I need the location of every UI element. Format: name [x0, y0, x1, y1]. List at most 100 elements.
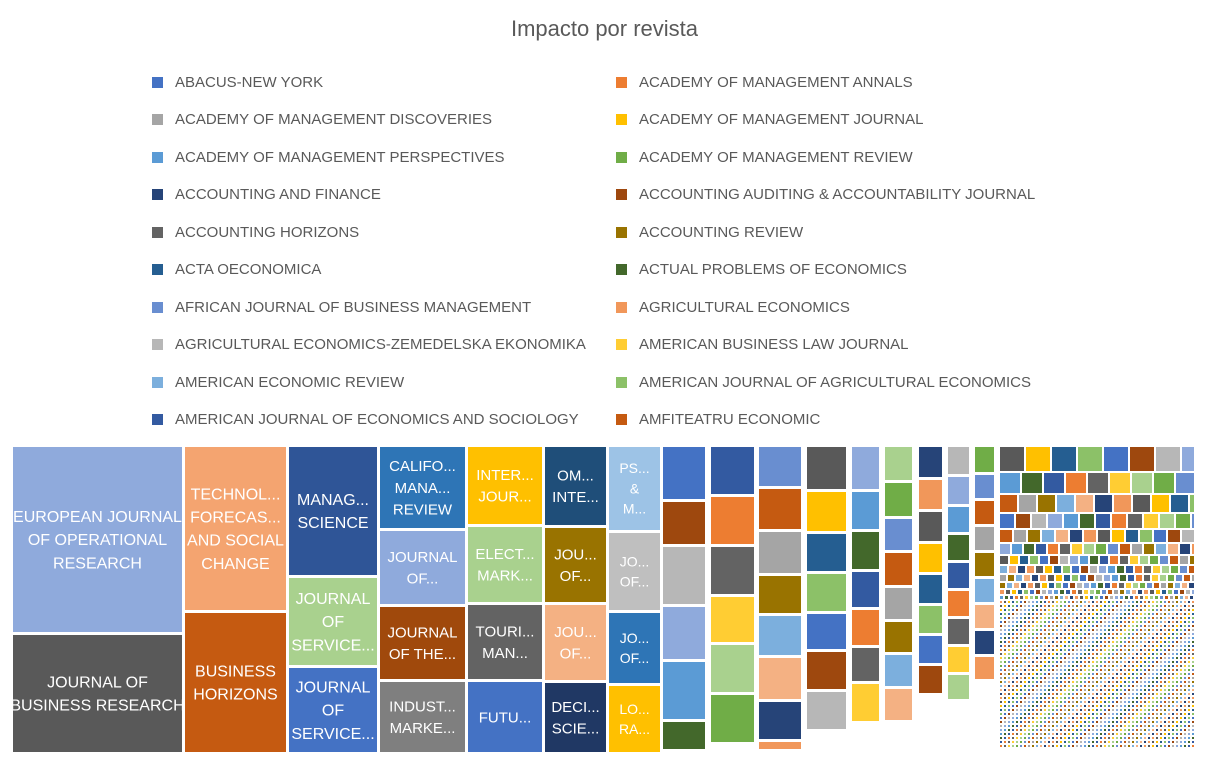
- treemap-tile-small: [1144, 717, 1146, 719]
- treemap-tile-small: [1008, 617, 1010, 619]
- treemap-tile-small: [1032, 641, 1034, 643]
- treemap-tile-small: [1052, 601, 1054, 603]
- treemap-tile-small: [1000, 495, 1017, 512]
- treemap-tile-small: [1120, 657, 1122, 659]
- treemap-tile-small: [1092, 713, 1094, 715]
- treemap-tile-small: [1049, 583, 1054, 588]
- treemap-tile-small: [1128, 665, 1130, 667]
- treemap-tile-small: [1152, 661, 1154, 663]
- treemap-tile-small: [1032, 689, 1034, 691]
- treemap-tile-small: [1168, 621, 1170, 623]
- treemap-tile-small: [1152, 621, 1154, 623]
- treemap-tile-small: [1028, 733, 1030, 735]
- treemap-tile-small: [1188, 705, 1190, 707]
- treemap-tile-small: [1135, 566, 1142, 573]
- treemap-tile-small: [1164, 697, 1166, 699]
- treemap-tile-small: [1052, 693, 1054, 695]
- treemap-tile-small: [1020, 745, 1022, 747]
- treemap-tile-rect: [13, 635, 182, 752]
- treemap-tile-small: [1184, 701, 1186, 703]
- treemap-tile-small: [1189, 566, 1194, 573]
- treemap-tile-small: [1000, 677, 1002, 679]
- treemap-tile-small: [1052, 645, 1054, 647]
- treemap-tile-small: [1024, 721, 1026, 723]
- treemap-tile-small: [1128, 661, 1130, 663]
- treemap-tile-small: [1148, 677, 1150, 679]
- treemap-tile-small: [1072, 709, 1074, 711]
- treemap-tile-small: [1188, 613, 1190, 615]
- treemap-tile-small: [1115, 596, 1118, 599]
- treemap-tile-small: [1004, 617, 1006, 619]
- treemap-tile-small: [1020, 717, 1022, 719]
- treemap-tile-rect: [545, 528, 606, 602]
- treemap-tile-small: [1052, 649, 1054, 651]
- treemap-tile-small: [1060, 641, 1062, 643]
- treemap-tile-small: [1092, 641, 1094, 643]
- treemap-tile-small: [1190, 596, 1193, 599]
- treemap-tile-small: [1040, 741, 1042, 743]
- treemap-tile-small: [1112, 669, 1114, 671]
- legend-item: ACCOUNTING AND FINANCE: [152, 184, 381, 204]
- treemap-tile-small: [1028, 641, 1030, 643]
- treemap-tile-small: [1088, 669, 1090, 671]
- treemap-tile-small: [1028, 709, 1030, 711]
- treemap-tile-small: [1032, 709, 1034, 711]
- treemap-tile-small: [1000, 741, 1002, 743]
- treemap-tile-small: [1036, 685, 1038, 687]
- treemap-tile-small: [1024, 681, 1026, 683]
- treemap-tile-small: [1004, 713, 1006, 715]
- treemap-tile-small: [1084, 637, 1086, 639]
- treemap-tile-small: [1164, 665, 1166, 667]
- treemap-tile-small: [919, 447, 942, 477]
- treemap-tile-small: [1188, 741, 1190, 743]
- treemap-tile-small: [1112, 709, 1114, 711]
- treemap-tile-small: [1172, 717, 1174, 719]
- treemap-tile: INDUST... MARKE...: [380, 682, 465, 752]
- treemap-tile-small: [1004, 737, 1006, 739]
- treemap-tile-small: [1176, 705, 1178, 707]
- treemap-tile-small: [1162, 566, 1169, 573]
- treemap-tile-small: [1176, 609, 1178, 611]
- treemap-tile-small: [1164, 657, 1166, 659]
- treemap-tile-small: [1012, 701, 1014, 703]
- treemap-tile-small: [1116, 725, 1118, 727]
- treemap-tile-small: [1124, 705, 1126, 707]
- treemap-tile-small: [1108, 685, 1110, 687]
- legend-item: ACADEMY OF MANAGEMENT JOURNAL: [616, 109, 924, 129]
- treemap-tile-small: [1136, 673, 1138, 675]
- treemap-tile-small: [1052, 725, 1054, 727]
- treemap-tile-small: [1060, 677, 1062, 679]
- treemap-tile-small: [1040, 625, 1042, 627]
- treemap-tile-small: [1132, 617, 1134, 619]
- treemap-tile-small: [1028, 530, 1040, 542]
- treemap-tile-small: [1152, 721, 1154, 723]
- treemap-tile-small: [1188, 725, 1190, 727]
- treemap-tile-small: [1040, 721, 1042, 723]
- treemap-tile-small: [1036, 617, 1038, 619]
- treemap-tile-small: [1072, 713, 1074, 715]
- treemap-tile-small: [1145, 596, 1148, 599]
- treemap-tile-small: [1000, 544, 1010, 554]
- treemap-tile-small: [1116, 633, 1118, 635]
- treemap-tile-small: [1136, 689, 1138, 691]
- treemap-tile-small: [1032, 673, 1034, 675]
- treemap-tile-small: [1192, 637, 1194, 639]
- treemap-tile-small: [1188, 637, 1190, 639]
- treemap-tile-small: [1176, 575, 1182, 581]
- treemap-tile-small: [1180, 633, 1182, 635]
- treemap-tile-small: [1100, 657, 1102, 659]
- treemap-tile-small: [1076, 657, 1078, 659]
- treemap-tile-small: [1070, 556, 1078, 564]
- treemap-tile-small: [1088, 637, 1090, 639]
- treemap-tile-small: [1056, 721, 1058, 723]
- treemap-tile-small: [1144, 721, 1146, 723]
- treemap-tile-small: [1088, 709, 1090, 711]
- treemap-tile-small: [1140, 705, 1142, 707]
- treemap-tile-small: [1020, 653, 1022, 655]
- treemap-tile-small: [1135, 596, 1138, 599]
- treemap-tile-small: [1084, 697, 1086, 699]
- legend-label: AMERICAN BUSINESS LAW JOURNAL: [639, 335, 909, 353]
- treemap-tile-small: [1000, 583, 1005, 588]
- treemap-tile-small: [1156, 693, 1158, 695]
- treemap-tile-small: [1180, 661, 1182, 663]
